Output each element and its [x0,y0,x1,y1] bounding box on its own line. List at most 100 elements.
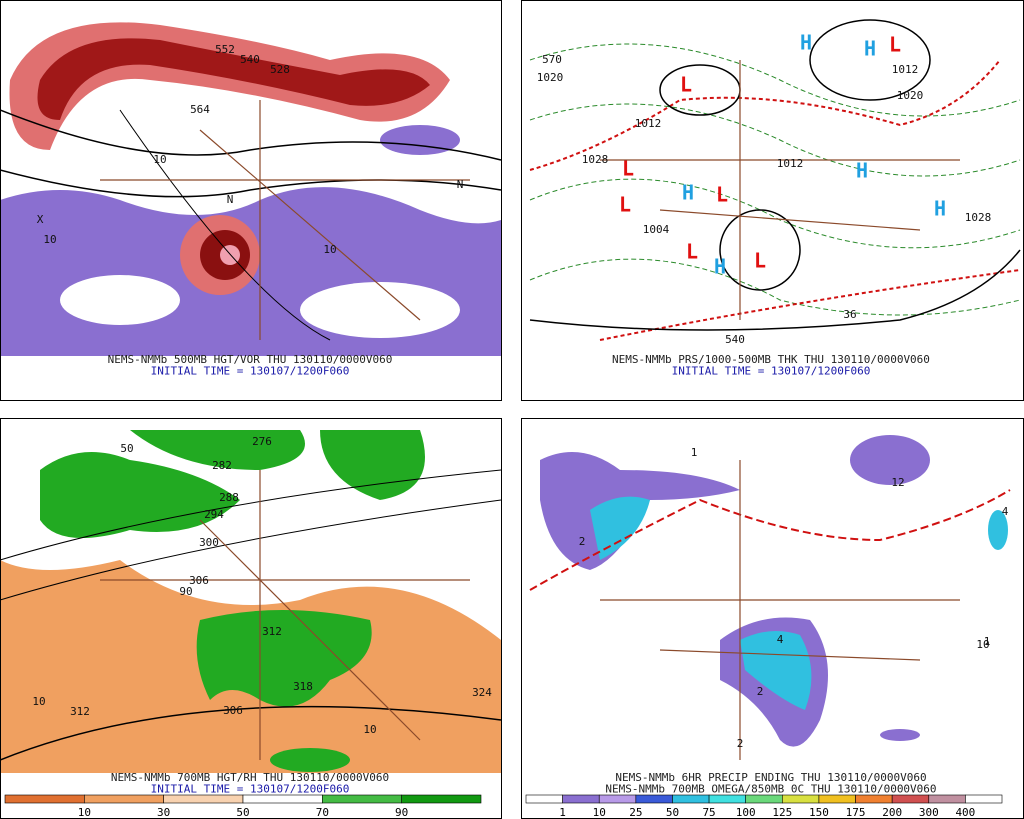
colorbar-box [562,794,600,804]
map-label: N [227,193,234,206]
map-label: L [754,249,766,273]
colorbar-box [855,794,893,804]
colorbar-box [163,794,244,804]
map-label: 564 [190,103,210,116]
map-label: H [864,37,876,61]
panel-frame [0,0,502,401]
colorbar-label: 10 [78,806,91,819]
colorbar-box [965,794,1003,804]
colorbar-label: 50 [666,806,679,819]
colorbar-box [672,794,710,804]
map-label: H [714,255,726,279]
colorbar-box [322,794,402,804]
map-label: 312 [262,625,282,638]
colorbar-box [635,794,673,804]
map-label: 1 [984,635,991,648]
colorbar-label: 1 [559,806,566,819]
colorbar-label: 150 [809,806,829,819]
map-label: 1012 [635,117,662,130]
map-label: 540 [725,333,745,346]
colorbar-box [782,794,820,804]
map-label: 90 [179,585,192,598]
map-label: L [686,240,698,264]
colorbar-label: 200 [882,806,902,819]
map-label: 2 [757,685,764,698]
map-label: 282 [212,459,232,472]
map-label: 540 [240,53,260,66]
map-label: 1028 [965,211,992,224]
map-label: 1004 [643,223,670,236]
map-label: 528 [270,63,290,76]
colorbar-label: 70 [316,806,329,819]
map-label: 312 [70,705,90,718]
colorbar-label: 125 [772,806,792,819]
map-label: 318 [293,680,313,693]
map-label: 300 [199,536,219,549]
map-label: 294 [204,508,224,521]
map-label: 276 [252,435,272,448]
map-label: 4 [1002,505,1009,518]
colorbar-box [4,794,85,804]
map-label: 570 [542,53,562,66]
map-label: 10 [32,695,45,708]
map-label: 4 [777,633,784,646]
colorbar-label: 30 [157,806,170,819]
map-label: 1012 [892,63,919,76]
colorbar-label: 10 [593,806,606,819]
map-label: 288 [219,491,239,504]
colorbar-label: 300 [919,806,939,819]
map-label: 1020 [537,71,564,84]
map-precip-omega [522,430,1023,773]
colorbar-box [84,794,164,804]
map-label: 2 [579,535,586,548]
colorbar-box [928,794,966,804]
colorbar-box [525,794,563,804]
map-label: 306 [189,574,209,587]
map-label: 552 [215,43,235,56]
colorbar-box [818,794,856,804]
colorbar-label: 90 [395,806,408,819]
map-label: L [716,183,728,207]
map-label: 1 [691,446,698,459]
map-label: H [934,197,946,221]
map-label: 10 [43,233,56,246]
map-label: H [800,31,812,55]
map-label: 12 [891,476,904,489]
map-label: 306 [223,704,243,717]
map-label: H [682,181,694,205]
caption: NEMS-NMMb 700MB HGT/RH THU 130110/0000V0… [111,771,389,784]
colorbar-box [242,794,323,804]
caption: NEMS-NMMb PRS/1000-500MB THK THU 130110/… [612,353,930,366]
map-label: 10 [363,723,376,736]
map-label: 10 [976,638,989,651]
colorbar-label: 25 [629,806,642,819]
caption: NEMS-NMMb 700MB OMEGA/850MB 0C THU 13011… [605,783,936,796]
caption: NEMS-NMMb 6HR PRECIP ENDING THU 130110/0… [615,771,926,784]
colorbar-label: 175 [846,806,866,819]
map-label: 324 [472,686,492,699]
colorbar-box [745,794,783,804]
map-label: 50 [120,442,133,455]
caption: NEMS-NMMb 500MB HGT/VOR THU 130110/0000V… [108,353,393,366]
map-label: L [680,73,692,97]
map-label: L [622,157,634,181]
caption: INITIAL TIME = 130107/1200F060 [672,365,871,378]
map-label: 1028 [582,153,609,166]
map-label: 10 [323,243,336,256]
colorbar-box [598,794,637,804]
map-700mb-rh [0,430,502,773]
colorbar-label: 75 [702,806,715,819]
colorbar-label: 100 [736,806,756,819]
map-500mb [0,13,502,356]
colorbar-label: 400 [955,806,975,819]
colorbar-label: 50 [236,806,249,819]
colorbar-box [708,794,746,804]
colorbar-box [891,794,930,804]
map-label: 2 [737,737,744,750]
map-label: 1020 [897,89,924,102]
map-label: X [37,213,44,226]
caption: INITIAL TIME = 130107/1200F060 [151,783,350,796]
map-label: 1012 [777,157,804,170]
